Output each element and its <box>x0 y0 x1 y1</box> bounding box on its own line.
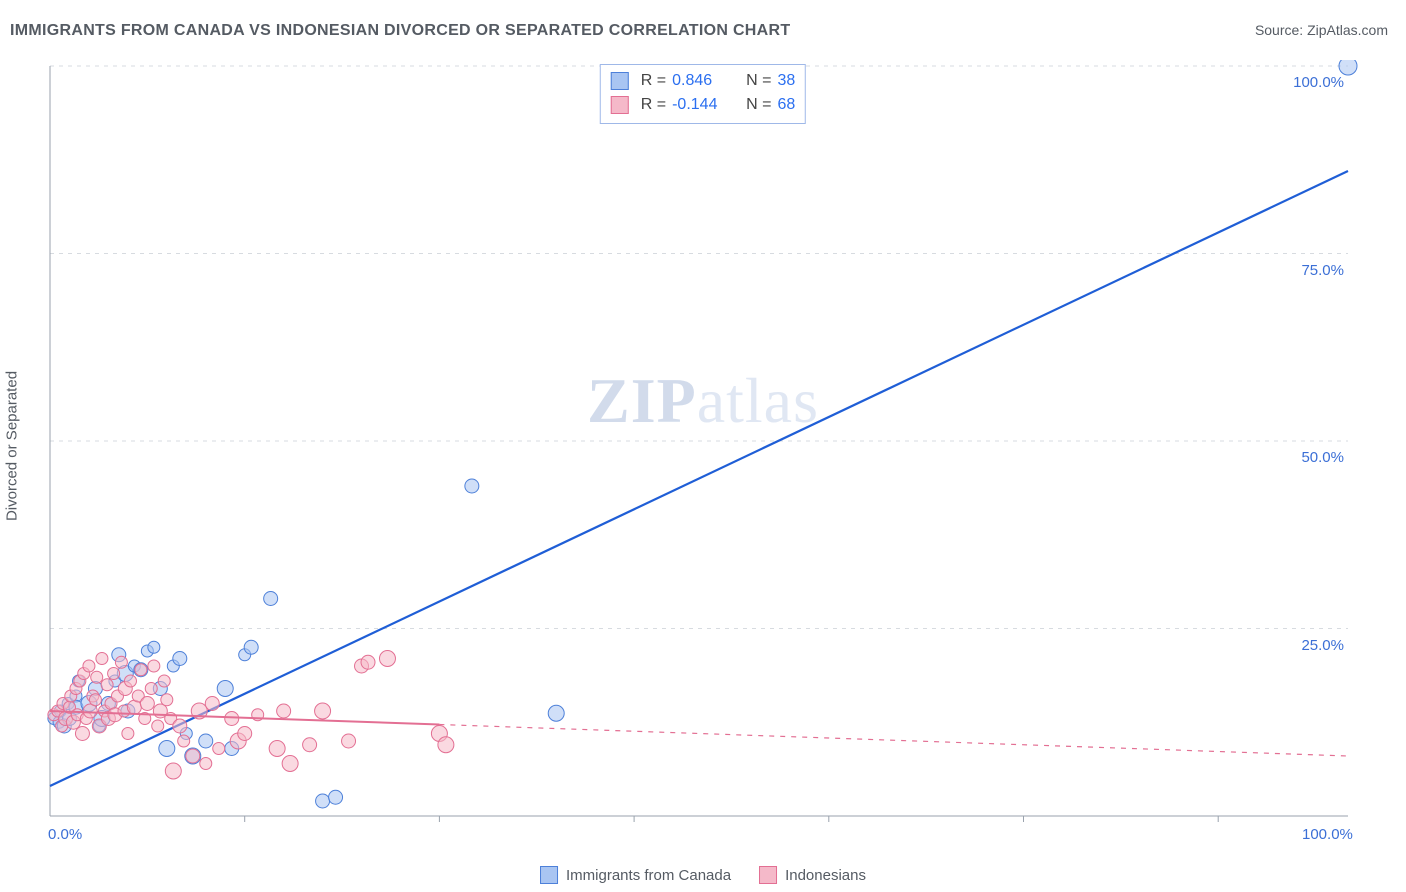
y-tick-label: 25.0% <box>1288 637 1344 654</box>
n-value-canada: 38 <box>777 72 795 90</box>
x-tick-label: 100.0% <box>1302 826 1353 843</box>
stats-row-canada: R = 0.846 N = 38 <box>611 69 795 93</box>
legend-item-canada: Immigrants from Canada <box>540 866 731 884</box>
y-axis-label: Divorced or Separated <box>4 371 21 521</box>
source-label: Source: <box>1255 22 1303 38</box>
stats-row-indonesians: R = -0.144 N = 68 <box>611 93 795 117</box>
r-label: R = <box>641 96 666 114</box>
n-label: N = <box>746 72 771 90</box>
chart-area: 0.0% 100.0% 25.0% 50.0% 75.0% 100.0% <box>44 60 1384 840</box>
chart-title: IMMIGRANTS FROM CANADA VS INDONESIAN DIV… <box>10 22 790 40</box>
correlation-stats-legend: R = 0.846 N = 38 R = -0.144 N = 68 <box>600 64 806 124</box>
legend-label-canada: Immigrants from Canada <box>566 867 731 884</box>
y-tick-label: 100.0% <box>1288 74 1344 91</box>
r-value-canada: 0.846 <box>672 72 726 90</box>
x-tick-label: 0.0% <box>48 826 82 843</box>
swatch-canada <box>611 72 629 90</box>
source-attribution: Source: ZipAtlas.com <box>1255 22 1388 38</box>
y-tick-label: 75.0% <box>1288 262 1344 279</box>
legend-label-indonesians: Indonesians <box>785 867 866 884</box>
r-value-indonesians: -0.144 <box>672 96 726 114</box>
legend-swatch-canada <box>540 866 558 884</box>
source-value: ZipAtlas.com <box>1307 22 1388 38</box>
r-label: R = <box>641 72 666 90</box>
y-tick-label: 50.0% <box>1288 449 1344 466</box>
legend-item-indonesians: Indonesians <box>759 866 866 884</box>
chart-svg <box>44 60 1384 840</box>
series-legend: Immigrants from Canada Indonesians <box>540 866 866 884</box>
n-label: N = <box>746 96 771 114</box>
n-value-indonesians: 68 <box>777 96 795 114</box>
legend-swatch-indonesians <box>759 866 777 884</box>
swatch-indonesians <box>611 96 629 114</box>
